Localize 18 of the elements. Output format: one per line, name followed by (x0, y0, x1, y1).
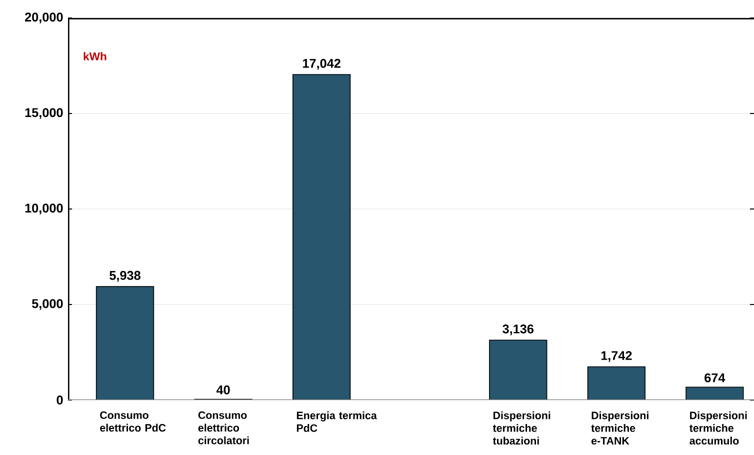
data-label: 1,742 (601, 351, 632, 362)
y-tick-label: 15,000 (25, 108, 63, 119)
y-axis-title: kWh (84, 52, 106, 60)
data-label: 674 (704, 373, 726, 382)
y-tick-label: 5,000 (32, 299, 63, 310)
y-tick-label: 20,000 (24, 12, 63, 24)
x-tick-label: Dispersioni termiche tubazioni (492, 411, 550, 445)
data-label: 5,938 (110, 270, 140, 282)
data-label: 3,136 (502, 324, 534, 336)
x-tick-label: Dispersioni termiche accumulo (689, 411, 747, 445)
x-tick-label: Consumo elettrico PdC (100, 411, 166, 432)
x-tick-label: Consumo elettrico circolatori (198, 411, 249, 444)
x-tick-label: Energia termica PdC (296, 411, 377, 432)
x-tick-label: Dispersioni termiche e-TANK (591, 411, 648, 445)
data-label: 17,042 (302, 58, 340, 70)
y-tick-label: 0 (56, 396, 63, 404)
y-tick-label: 10,000 (25, 204, 63, 214)
data-label: 40 (216, 385, 230, 394)
